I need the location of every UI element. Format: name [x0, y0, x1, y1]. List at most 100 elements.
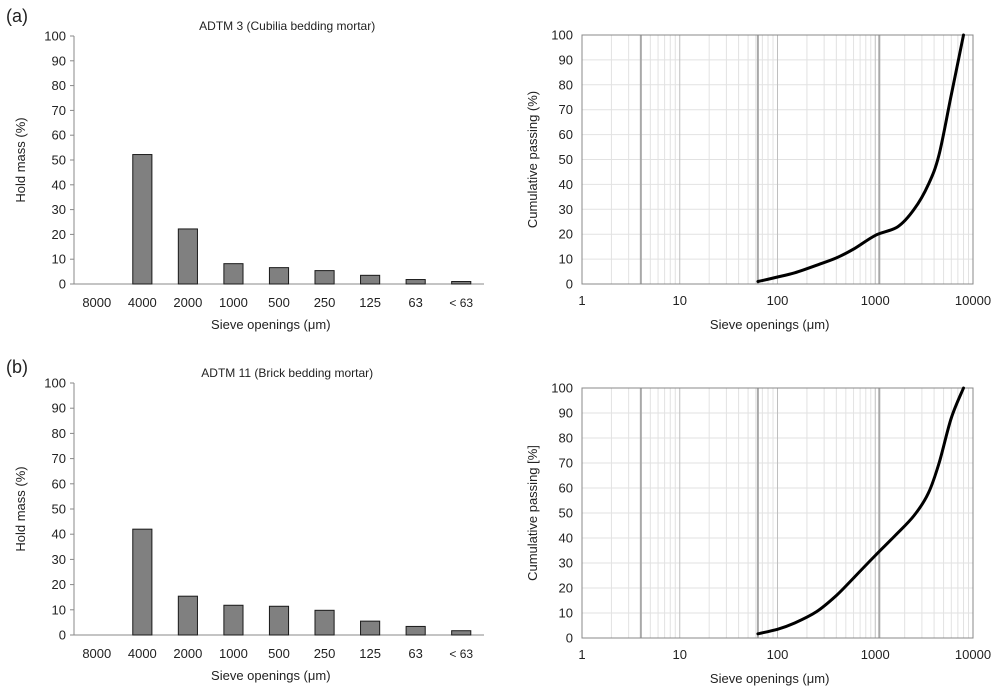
x-tick-label: 1000: [861, 293, 890, 308]
y-tick-label: 10: [52, 602, 66, 617]
y-tick-label: 90: [52, 53, 66, 68]
bar: [132, 528, 153, 636]
y-tick-label: 40: [52, 177, 66, 192]
y-tick-label: 50: [52, 502, 66, 517]
y-tick-label: 20: [559, 581, 573, 596]
x-tick-label: 250: [314, 295, 336, 310]
bar: [314, 270, 335, 285]
bar: [360, 620, 381, 636]
x-tick-label: 250: [314, 646, 336, 661]
x-tick-label: 10: [673, 647, 687, 662]
x-tick-label: < 63: [449, 296, 473, 310]
x-tick-label: 500: [268, 295, 290, 310]
x-tick-label: 8000: [82, 295, 111, 310]
panel-label-a: (a): [6, 6, 28, 26]
y-tick-label: 0: [566, 631, 573, 646]
y-tick-label: 80: [52, 426, 66, 441]
x-tick-label: 2000: [173, 646, 202, 661]
x-tick-label: 500: [268, 646, 290, 661]
x-tick-label: 2000: [173, 295, 202, 310]
x-tick-label: 4000: [128, 295, 157, 310]
y-tick-label: 80: [559, 431, 573, 446]
plot-frame: [581, 387, 974, 639]
y-tick-label: 10: [52, 252, 66, 267]
y-tick-label: 70: [52, 103, 66, 118]
cumulative-curve: [756, 33, 965, 283]
y-tick-label: 100: [44, 376, 66, 391]
x-axis-label: Sieve openings (μm): [211, 668, 331, 683]
y-tick-label: 30: [52, 552, 66, 567]
bar: [268, 267, 290, 285]
x-tick-label: 1: [578, 647, 585, 662]
y-tick-label: 30: [559, 556, 573, 571]
x-axis-label: Sieve openings (μm): [211, 317, 331, 332]
y-tick-label: 10: [559, 606, 573, 621]
y-tick-label: 60: [52, 128, 66, 143]
y-tick-label: 60: [52, 476, 66, 491]
y-tick-label: 80: [52, 78, 66, 93]
plot-frame: [581, 34, 974, 285]
x-tick-label: 100: [767, 293, 789, 308]
y-tick-label: 60: [559, 481, 573, 496]
y-tick-label: 40: [559, 531, 573, 546]
x-axis-label: Sieve openings (μm): [710, 671, 830, 686]
y-tick-label: 70: [52, 451, 66, 466]
x-axis-label: Sieve openings (μm): [710, 317, 830, 332]
y-tick-label: 0: [59, 628, 66, 643]
y-tick-label: 60: [559, 127, 573, 142]
x-tick-label: 10000: [955, 647, 991, 662]
bar: [177, 228, 198, 285]
x-tick-label: 8000: [82, 646, 111, 661]
x-tick-label: 63: [408, 295, 422, 310]
y-tick-label: 70: [559, 102, 573, 117]
bar: [268, 605, 290, 636]
x-tick-label: 10000: [955, 293, 991, 308]
chart-title: ADTM 11 (Brick bedding mortar): [201, 366, 373, 380]
y-tick-label: 100: [44, 29, 66, 44]
bar: [132, 154, 153, 285]
y-tick-label: 100: [551, 28, 573, 43]
x-tick-label: 63: [408, 646, 422, 661]
x-tick-label: 125: [359, 646, 381, 661]
y-tick-label: 90: [52, 401, 66, 416]
x-tick-label: 1000: [219, 646, 248, 661]
bar: [360, 274, 381, 285]
bar: [451, 281, 472, 285]
bar: [223, 263, 244, 285]
y-tick-label: 20: [559, 227, 573, 242]
bar: [405, 625, 426, 636]
x-tick-label: 1: [578, 293, 585, 308]
y-tick-label: 0: [59, 277, 66, 292]
y-tick-label: 70: [559, 456, 573, 471]
y-tick-label: 0: [566, 277, 573, 292]
y-axis-label: Cumulative passing [%]: [525, 445, 540, 581]
y-axis-label: Hold mass (%): [13, 117, 28, 202]
panel-label-b: (b): [6, 357, 28, 377]
chart-0: 0 10 20 30 40 50 60 70 80 90 100 8000 4000 2000 1000 50…: [13, 19, 484, 332]
y-tick-label: 10: [559, 252, 573, 267]
y-tick-label: 90: [559, 52, 573, 67]
x-tick-label: 125: [359, 295, 381, 310]
y-tick-label: 40: [52, 527, 66, 542]
x-tick-label: 1000: [219, 295, 248, 310]
cumulative-curve: [756, 386, 965, 636]
y-tick-label: 20: [52, 577, 66, 592]
y-tick-label: 40: [559, 177, 573, 192]
x-tick-label: 1000: [861, 647, 890, 662]
chart-title: ADTM 3 (Cubilia bedding mortar): [199, 19, 375, 33]
bar: [223, 604, 244, 636]
y-tick-label: 30: [52, 202, 66, 217]
y-tick-label: 20: [52, 227, 66, 242]
y-tick-label: 50: [559, 152, 573, 167]
y-tick-label: 50: [52, 153, 66, 168]
bar: [405, 279, 426, 285]
y-tick-label: 50: [559, 506, 573, 521]
y-tick-label: 80: [559, 77, 573, 92]
chart-2: 0 10 20 30 40 50 60 70 80 90 100 8000 4000 2000 1000 50…: [13, 366, 484, 683]
y-axis-label: Hold mass (%): [13, 466, 28, 551]
x-tick-label: < 63: [449, 647, 473, 661]
bar: [177, 595, 198, 636]
